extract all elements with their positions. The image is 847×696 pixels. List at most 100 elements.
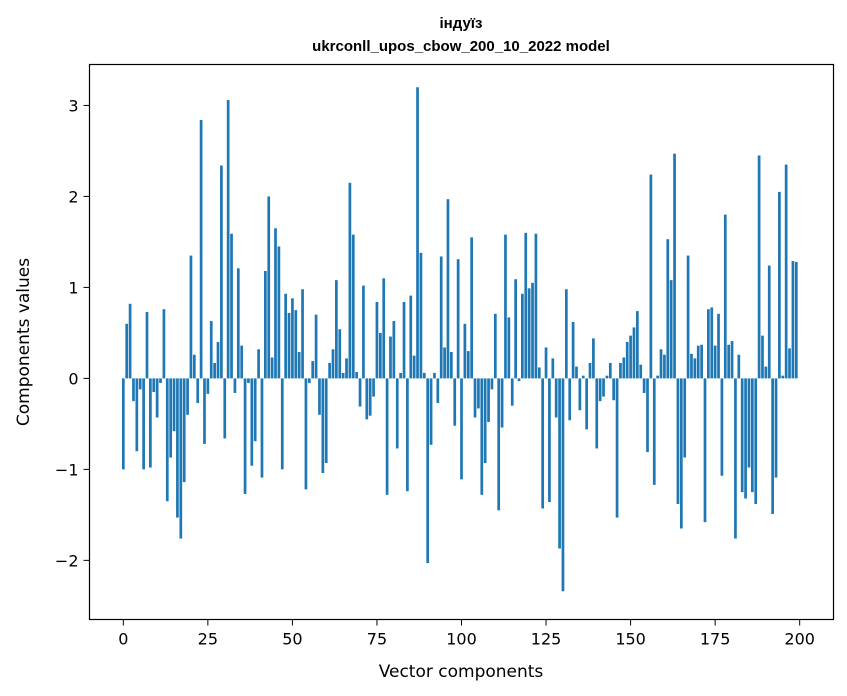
bar (338, 329, 342, 379)
bar (646, 378, 649, 453)
bar (757, 155, 761, 379)
bar (243, 378, 247, 494)
bar (581, 375, 585, 379)
bar (341, 372, 345, 379)
bar (767, 265, 771, 379)
bar (304, 378, 308, 490)
bar (649, 174, 653, 379)
bar (324, 378, 328, 463)
bar (247, 378, 250, 383)
bar (605, 375, 609, 379)
bar (703, 378, 707, 523)
bar (707, 309, 710, 379)
x-axis-ticks: 0 25 50 75 100 125 150 175 200 (118, 619, 815, 649)
bar (575, 366, 578, 379)
bar (564, 289, 568, 379)
bar (761, 335, 764, 379)
bar (372, 378, 375, 397)
x-tick-label: 100 (446, 630, 477, 649)
bar (504, 234, 507, 379)
bar (162, 309, 166, 379)
bar (294, 310, 298, 379)
bar (429, 378, 433, 445)
bar (402, 301, 406, 379)
bar (368, 378, 372, 416)
bar (284, 293, 287, 379)
bar (456, 259, 460, 379)
bar (636, 311, 639, 379)
bar (318, 378, 321, 415)
bar (571, 321, 575, 379)
bar (419, 252, 423, 379)
bar (679, 378, 683, 529)
bar (264, 271, 267, 379)
bar (500, 378, 504, 428)
bar (453, 378, 457, 426)
y-tick-label: 0 (68, 369, 78, 388)
bar (490, 378, 494, 390)
bar (656, 375, 659, 379)
chart-subtitle: ukrconll_upos_cbow_200_10_2022 model (312, 38, 610, 55)
y-axis-ticks: −2 −1 0 1 2 3 (55, 96, 90, 570)
bar (585, 378, 588, 430)
bar (331, 349, 335, 379)
bar (754, 378, 758, 504)
bar (588, 362, 592, 379)
bar (206, 378, 210, 394)
bar (226, 99, 230, 379)
bar (676, 378, 680, 504)
bar (521, 293, 524, 379)
bar (737, 354, 741, 379)
bar (720, 378, 724, 476)
bar (446, 199, 450, 379)
bar (274, 228, 277, 379)
bar (713, 345, 717, 379)
bar (443, 347, 446, 379)
bar (466, 351, 470, 379)
bar (652, 378, 656, 485)
y-tick-label: 2 (68, 187, 78, 206)
bar (301, 289, 304, 379)
bar (138, 378, 142, 390)
bar (460, 378, 463, 480)
bar (527, 288, 531, 379)
bars-group (121, 87, 798, 592)
bar (639, 364, 643, 379)
bar (189, 255, 193, 379)
bar (791, 261, 795, 379)
bar (592, 338, 595, 379)
bar (700, 344, 703, 379)
bar (121, 378, 125, 470)
bar (250, 378, 254, 466)
bar (152, 378, 156, 393)
bar (477, 378, 480, 409)
bar (710, 307, 714, 379)
bar (602, 378, 605, 397)
bar (426, 378, 430, 564)
bar (561, 378, 565, 592)
bar (240, 345, 244, 379)
bar (179, 378, 183, 539)
bar (125, 323, 129, 379)
bar (186, 378, 189, 415)
bar (524, 232, 528, 379)
bar (351, 234, 355, 379)
bar (683, 378, 687, 458)
bar (233, 378, 237, 393)
bar (223, 378, 227, 439)
x-tick-label: 200 (784, 630, 815, 649)
bar (176, 378, 179, 518)
bar (781, 375, 785, 379)
bar (744, 378, 747, 499)
bar (335, 280, 338, 379)
bar (159, 378, 162, 383)
bar (172, 378, 176, 432)
bar (392, 321, 396, 379)
x-tick-label: 0 (118, 630, 128, 649)
bar (750, 378, 754, 493)
y-tick-label: −2 (55, 551, 79, 570)
bar (321, 378, 325, 474)
bar (531, 282, 534, 379)
bar (270, 357, 274, 379)
bar (510, 378, 514, 406)
